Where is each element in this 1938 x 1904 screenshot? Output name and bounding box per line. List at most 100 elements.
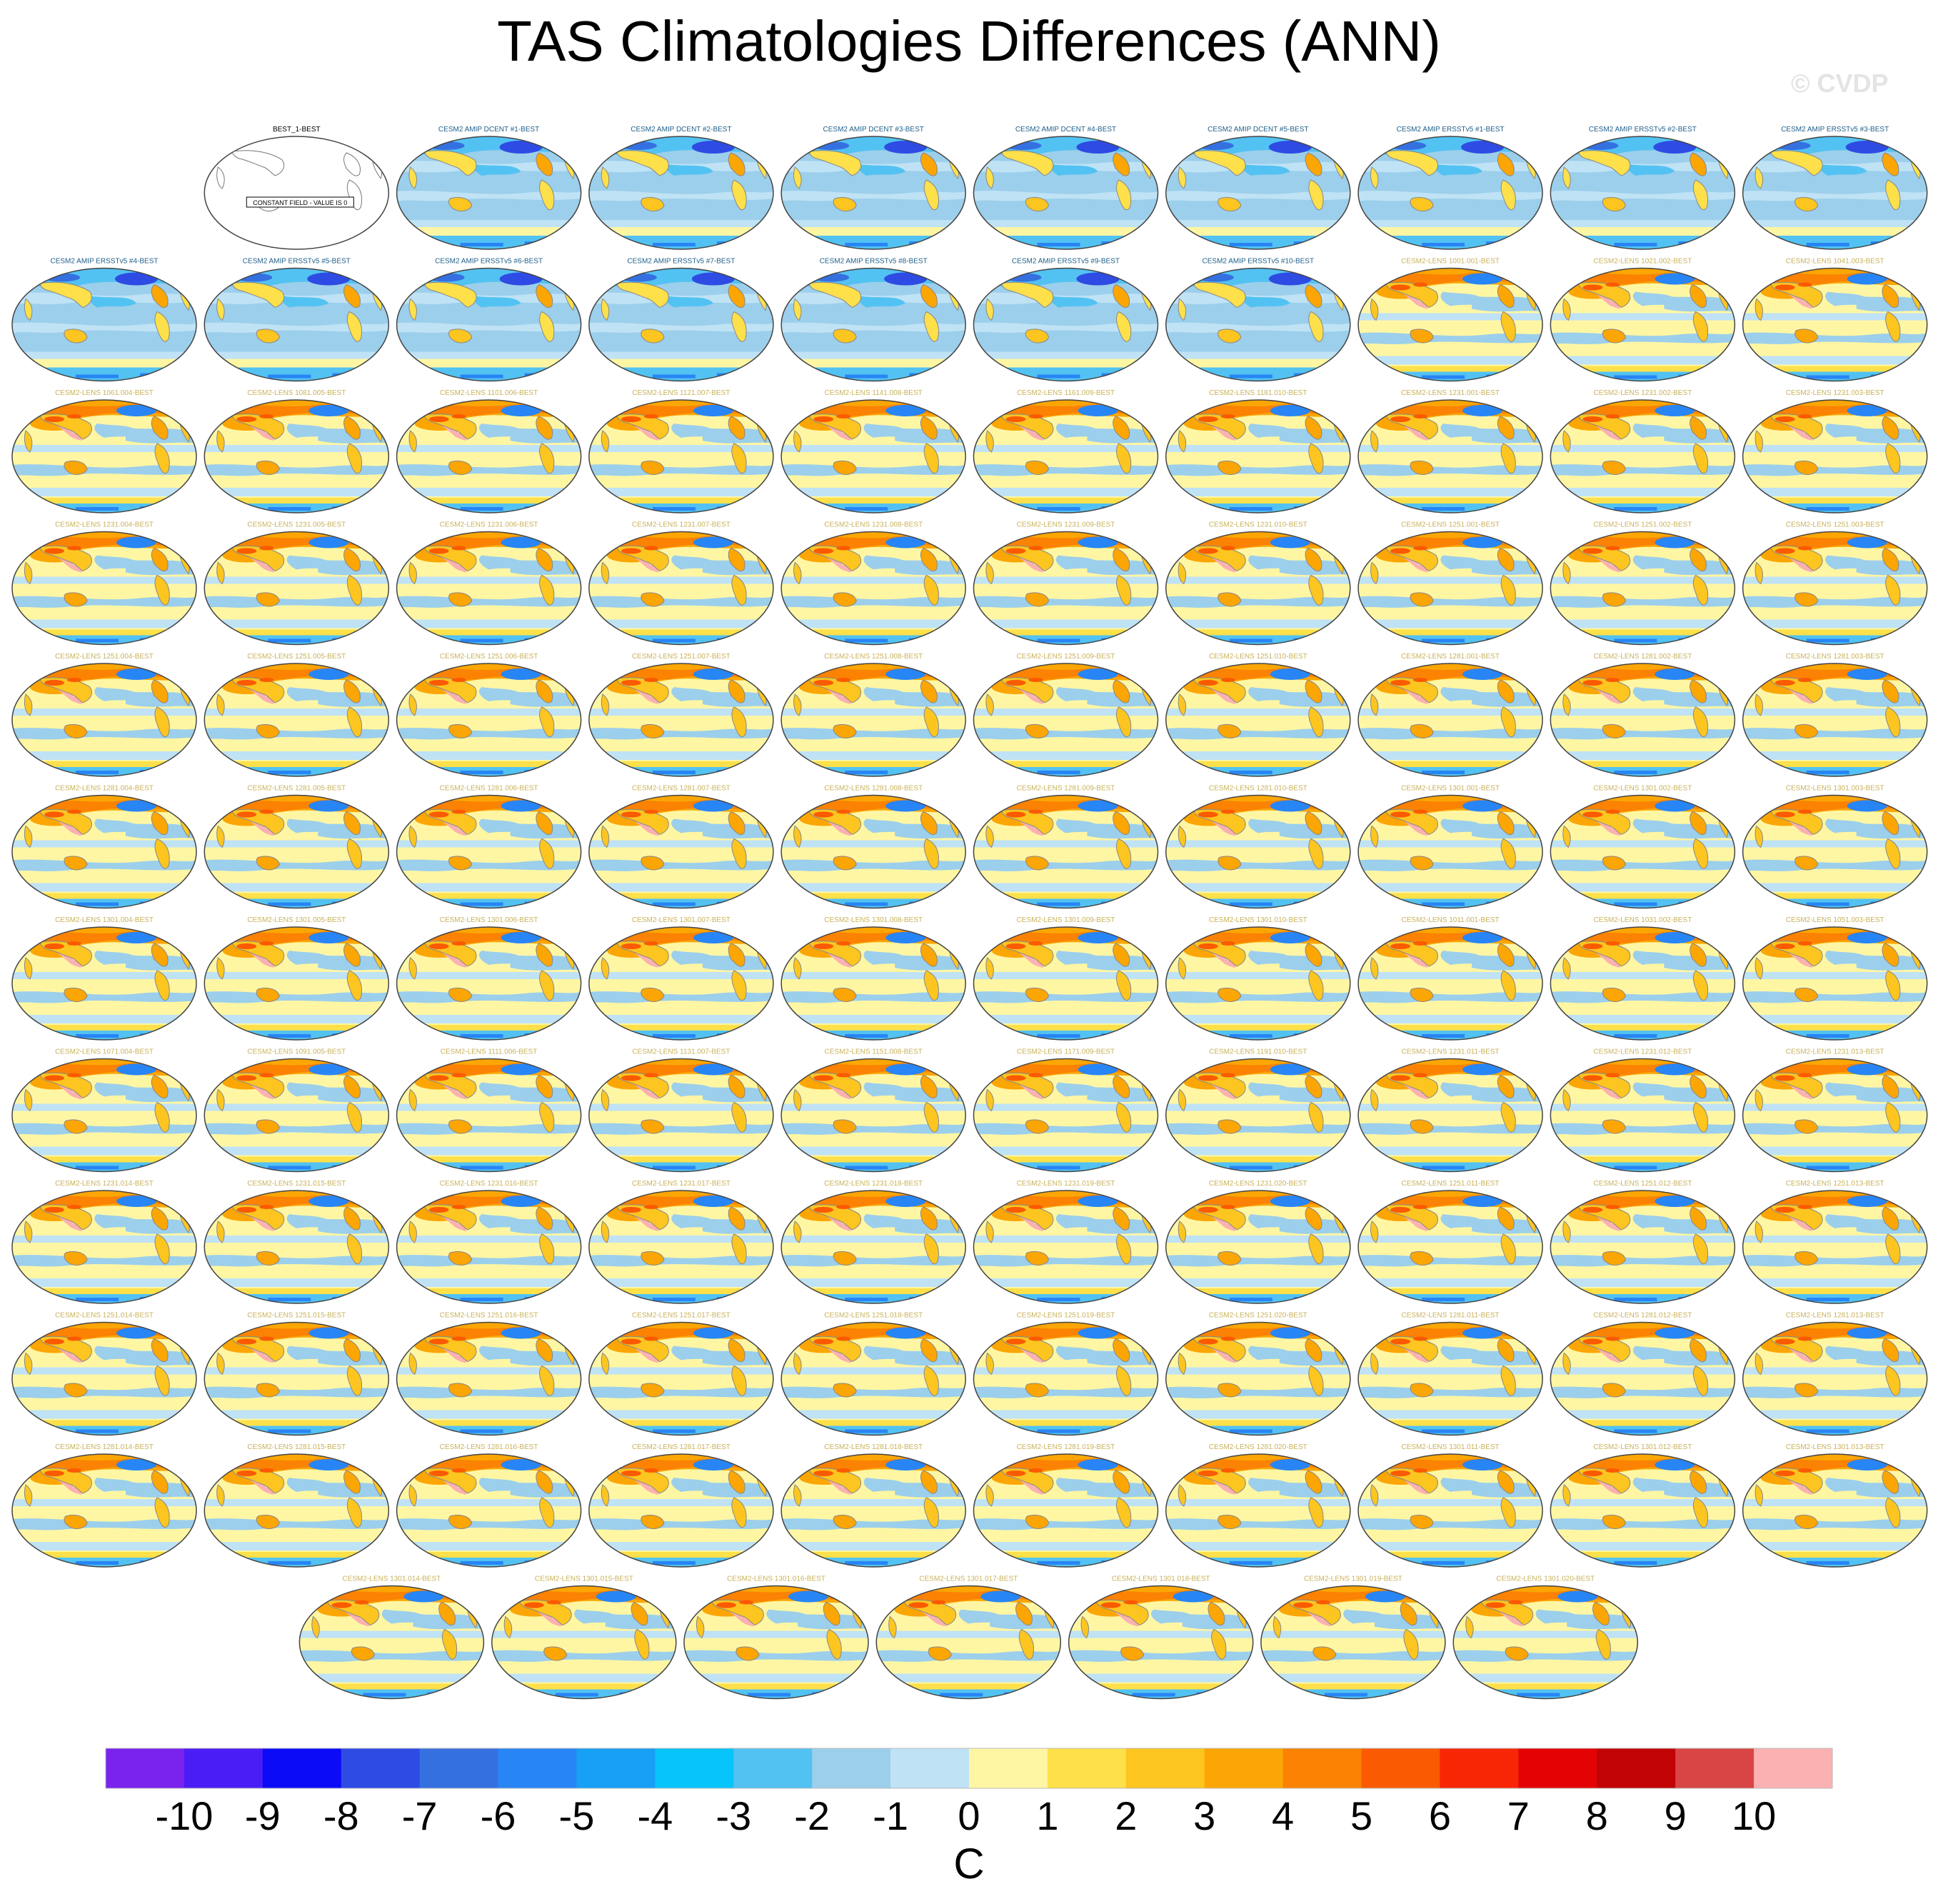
panel-label: CESM2-LENS 1281.005-BEST (247, 785, 346, 793)
map-panel: CESM2-LENS 1041.003-BEST (1742, 258, 1928, 382)
map-panel: CESM2-LENS 1231.018-BEST (780, 1180, 966, 1304)
colorbar-swatch (419, 1748, 499, 1788)
map-panel: CESM2-LENS 1301.005-BEST (204, 916, 389, 1041)
panel-label: CESM2-LENS 1301.014-BEST (342, 1575, 441, 1583)
map-panel: CESM2-LENS 1301.009-BEST (973, 916, 1159, 1041)
panel-label: CESM2-LENS 1301.011-BEST (1402, 1443, 1500, 1451)
temperature-difference-map (1742, 531, 1928, 646)
panel-label: CESM2-LENS 1281.018-BEST (824, 1443, 923, 1451)
panel-label: CESM2-LENS 1231.005-BEST (247, 521, 346, 529)
panel-label: CESM2-LENS 1001.001-BEST (1401, 258, 1500, 266)
colorbar-swatch (1204, 1748, 1284, 1788)
temperature-difference-map (11, 663, 197, 777)
panel-label: CESM2 AMIP ERSSTv5 #10-BEST (1203, 258, 1315, 266)
panel-label: CESM2-LENS 1281.017-BEST (632, 1443, 730, 1451)
map-panel: CESM2 AMIP ERSSTv5 #3-BEST (1742, 126, 1928, 250)
panel-label: CESM2-LENS 1281.006-BEST (440, 785, 538, 793)
temperature-difference-map (1165, 136, 1351, 250)
map-panel: CESM2-LENS 1281.004-BEST (11, 785, 197, 909)
map-panel: CESM2-LENS 1301.001-BEST (1357, 785, 1543, 909)
map-panel: CESM2-LENS 1231.006-BEST (396, 521, 582, 646)
temperature-difference-map (11, 1453, 197, 1568)
panel-label: CESM2-LENS 1281.010-BEST (1209, 785, 1307, 793)
chart-title: TAS Climatologies Differences (ANN) (497, 9, 1441, 73)
temperature-difference-map (1550, 1058, 1735, 1173)
panel-label: CESM2-LENS 1251.006-BEST (440, 653, 538, 661)
map-panel: CESM2-LENS 1281.008-BEST (780, 785, 966, 909)
panel-label: CESM2-LENS 1251.014-BEST (55, 1312, 154, 1320)
panel-label: CESM2-LENS 1251.004-BEST (55, 653, 154, 661)
temperature-difference-map (780, 663, 966, 777)
map-panel: CESM2-LENS 1281.005-BEST (204, 785, 389, 909)
panel-label: CESM2-LENS 1231.016-BEST (440, 1180, 538, 1188)
map-panel: CESM2-LENS 1251.007-BEST (588, 653, 774, 777)
map-panel: CESM2-LENS 1071.004-BEST (11, 1048, 197, 1173)
map-panel: CESM2-LENS 1301.002-BEST (1550, 785, 1735, 909)
map-panel: CESM2 AMIP ERSSTv5 #9-BEST (973, 258, 1159, 382)
temperature-difference-map (973, 1190, 1159, 1304)
map-panel: CESM2-LENS 1251.018-BEST (780, 1312, 966, 1436)
colorbar-swatch (1125, 1748, 1205, 1788)
temperature-difference-map (780, 1322, 966, 1436)
map-panel: CESM2-LENS 1231.003-BEST (1742, 389, 1928, 513)
temperature-difference-map (1357, 268, 1543, 382)
temperature-difference-map (780, 1190, 966, 1304)
map-panel: CESM2-LENS 1281.016-BEST (396, 1443, 582, 1568)
map-panel: CESM2-LENS 1281.019-BEST (973, 1443, 1159, 1568)
map-panel: BEST_1-BEST CONSTANT FIELD - VALUE IS 0 (204, 126, 388, 249)
colorbar-swatch (1597, 1748, 1676, 1788)
colorbar-tick-label: 0 (958, 1793, 980, 1838)
map-panel: CESM2-LENS 1281.015-BEST (204, 1443, 389, 1568)
panel-label: CESM2-LENS 1301.018-BEST (1112, 1575, 1210, 1583)
panel-label: CESM2-LENS 1301.012-BEST (1593, 1443, 1692, 1451)
panel-label: CESM2-LENS 1251.012-BEST (1593, 1180, 1692, 1188)
panel-label: CESM2-LENS 1081.005-BEST (247, 389, 346, 397)
temperature-difference-map (1165, 1190, 1351, 1304)
temperature-difference-map (1260, 1585, 1446, 1700)
constant-field-box (246, 196, 354, 208)
temperature-difference-map (1357, 1058, 1543, 1173)
temperature-difference-map (588, 663, 774, 777)
map-panel: CESM2-LENS 1281.012-BEST (1550, 1312, 1735, 1436)
constant-field-map (204, 136, 388, 249)
panel-label: CESM2-LENS 1231.017-BEST (632, 1180, 730, 1188)
temperature-difference-map (973, 663, 1159, 777)
map-panel: CESM2-LENS 1231.009-BEST (973, 521, 1159, 646)
panel-label: CESM2-LENS 1061.004-BEST (55, 389, 154, 397)
panel-label: CESM2-LENS 1281.004-BEST (55, 785, 154, 793)
panel-label: CESM2 AMIP DCENT #5-BEST (1208, 126, 1308, 134)
map-panel: CESM2-LENS 1281.009-BEST (973, 785, 1159, 909)
temperature-difference-map (1165, 795, 1351, 909)
panel-label: CESM2 AMIP ERSSTv5 #2-BEST (1589, 126, 1697, 134)
colorbar-unit-label: C (953, 1840, 984, 1888)
temperature-difference-map (588, 1190, 774, 1304)
temperature-difference-map (780, 926, 966, 1041)
temperature-difference-map (396, 926, 582, 1041)
temperature-difference-map (491, 1585, 677, 1700)
temperature-difference-map (683, 1585, 869, 1700)
panel-label: CESM2-LENS 1231.008-BEST (824, 521, 923, 529)
colorbar-tick-label: -1 (873, 1793, 908, 1838)
temperature-difference-map (1165, 926, 1351, 1041)
map-panel: CESM2 AMIP DCENT #5-BEST (1165, 126, 1351, 250)
panel-label: CESM2-LENS 1251.002-BEST (1593, 521, 1692, 529)
map-panel: CESM2-LENS 1301.016-BEST (683, 1575, 869, 1700)
temperature-difference-map (1165, 268, 1351, 382)
panel-label: CESM2 AMIP ERSSTv5 #5-BEST (243, 258, 351, 266)
map-panel: CESM2-LENS 1301.017-BEST (875, 1575, 1061, 1700)
map-panel: CESM2-LENS 1301.004-BEST (11, 916, 197, 1041)
map-panel: CESM2 AMIP DCENT #4-BEST (973, 126, 1159, 250)
colorbar-tick-label: 3 (1193, 1793, 1215, 1838)
temperature-difference-map (1742, 663, 1928, 777)
map-panel: CESM2-LENS 1091.005-BEST (204, 1048, 389, 1173)
map-panel: CESM2-LENS 1101.006-BEST (396, 389, 582, 513)
map-panel: CESM2-LENS 1251.002-BEST (1550, 521, 1735, 646)
map-panel: CESM2-LENS 1231.004-BEST (11, 521, 197, 646)
map-panel: CESM2-LENS 1231.020-BEST (1165, 1180, 1351, 1304)
panel-label: CESM2 AMIP ERSSTv5 #4-BEST (51, 258, 159, 266)
colorbar-tick-label: -2 (794, 1793, 830, 1838)
temperature-difference-map (588, 268, 774, 382)
temperature-difference-map (1742, 1058, 1928, 1173)
temperature-difference-map (1357, 1453, 1543, 1568)
map-panel: CESM2-LENS 1191.010-BEST (1165, 1048, 1351, 1173)
